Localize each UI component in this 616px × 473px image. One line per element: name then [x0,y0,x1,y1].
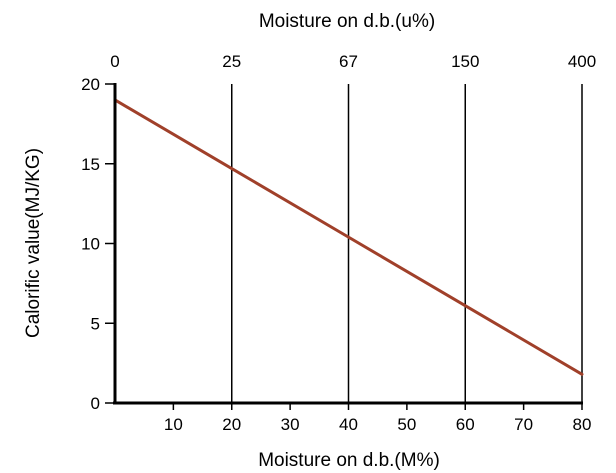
series-layer [113,98,584,376]
y-tick-label-2: 10 [81,235,100,254]
top-tick-label-3: 150 [451,52,479,71]
reference-lines [231,84,583,403]
x-tick-label-5: 60 [456,415,475,434]
top-tick-label-1: 25 [222,52,241,71]
y-tick-label-3: 15 [81,155,100,174]
x-tick-label-0: 10 [164,415,183,434]
y-tick-label-1: 5 [91,314,100,333]
y-axis-ticks: 0 5 10 15 20 [81,75,115,413]
top-axis-title: Moisture on d.b.(u%) [259,11,435,32]
y-tick-label-4: 20 [81,75,100,94]
top-tick-label-0: 0 [110,52,119,71]
x-tick-label-1: 20 [222,415,241,434]
top-tick-label-4: 400 [568,52,596,71]
y-tick-label-0: 0 [91,394,100,413]
x-tick-label-6: 70 [514,415,533,434]
x-axis-title: Moisture on d.b.(M%) [258,450,440,471]
y-axis-title: Calorific value(MJ/KG) [23,148,44,338]
x-tick-label-2: 30 [281,415,300,434]
x-tick-label-7: 80 [573,415,592,434]
top-tick-label-2: 67 [339,52,358,71]
x-tick-label-4: 50 [397,415,416,434]
x-tick-label-3: 40 [339,415,358,434]
x-axis-ticks: 10 20 30 40 50 60 70 80 [164,403,592,434]
series-line-0 [113,98,584,376]
top-axis-ticks: 0 25 67 150 400 [110,52,596,71]
